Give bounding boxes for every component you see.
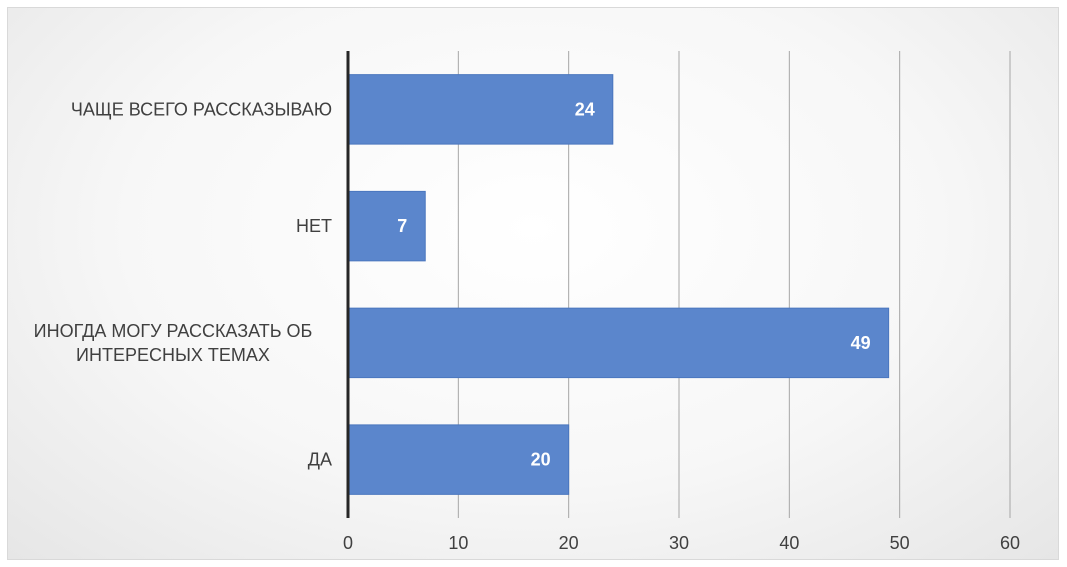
category-label-line: ИНОГДА МОГУ РАССКАЗАТЬ ОБ	[34, 321, 313, 341]
data-label: 20	[531, 450, 551, 470]
category-label: НЕТ	[296, 216, 332, 236]
bar-chart: 0 10 20 30 40 50 60 20 ДА 49 ИНОГДА МОГУ РАССКАЗАТ…	[34, 51, 1020, 553]
category-label: ЧАЩЕ ВСЕГО РАССКАЗЫВАЮ	[71, 99, 332, 119]
x-tick-label: 20	[559, 533, 579, 553]
x-tick-label: 30	[669, 533, 689, 553]
category-label-line: ИНТЕРЕСНЫХ ТЕМАХ	[76, 345, 270, 365]
data-label: 24	[575, 99, 595, 119]
x-tick-label: 60	[1000, 533, 1020, 553]
category-label-line: ЧАЩЕ ВСЕГО РАССКАЗЫВАЮ	[71, 99, 332, 119]
data-label: 49	[851, 333, 871, 353]
x-tick-label: 50	[890, 533, 910, 553]
bar	[347, 190, 426, 262]
bar	[347, 307, 890, 379]
x-tick-label: 0	[343, 533, 353, 553]
labels: 0 10 20 30 40 50 60 20 ДА 49 ИНОГДА МОГУ РАССКАЗАТ…	[34, 99, 1020, 553]
bars	[347, 74, 890, 495]
x-tick-label: 10	[448, 533, 468, 553]
data-label: 7	[397, 216, 407, 236]
category-label: ДА	[308, 450, 332, 470]
bar	[347, 74, 614, 145]
category-label-line: НЕТ	[296, 216, 332, 236]
x-tick-label: 40	[779, 533, 799, 553]
chart-area: 0 10 20 30 40 50 60 20 ДА 49 ИНОГДА МОГУ РАССКАЗАТ…	[7, 7, 1059, 560]
bar	[347, 424, 570, 495]
category-label-line: ДА	[308, 450, 332, 470]
category-label: ИНОГДА МОГУ РАССКАЗАТЬ ОБ ИНТЕРЕСНЫХ ТЕМА…	[34, 321, 313, 365]
